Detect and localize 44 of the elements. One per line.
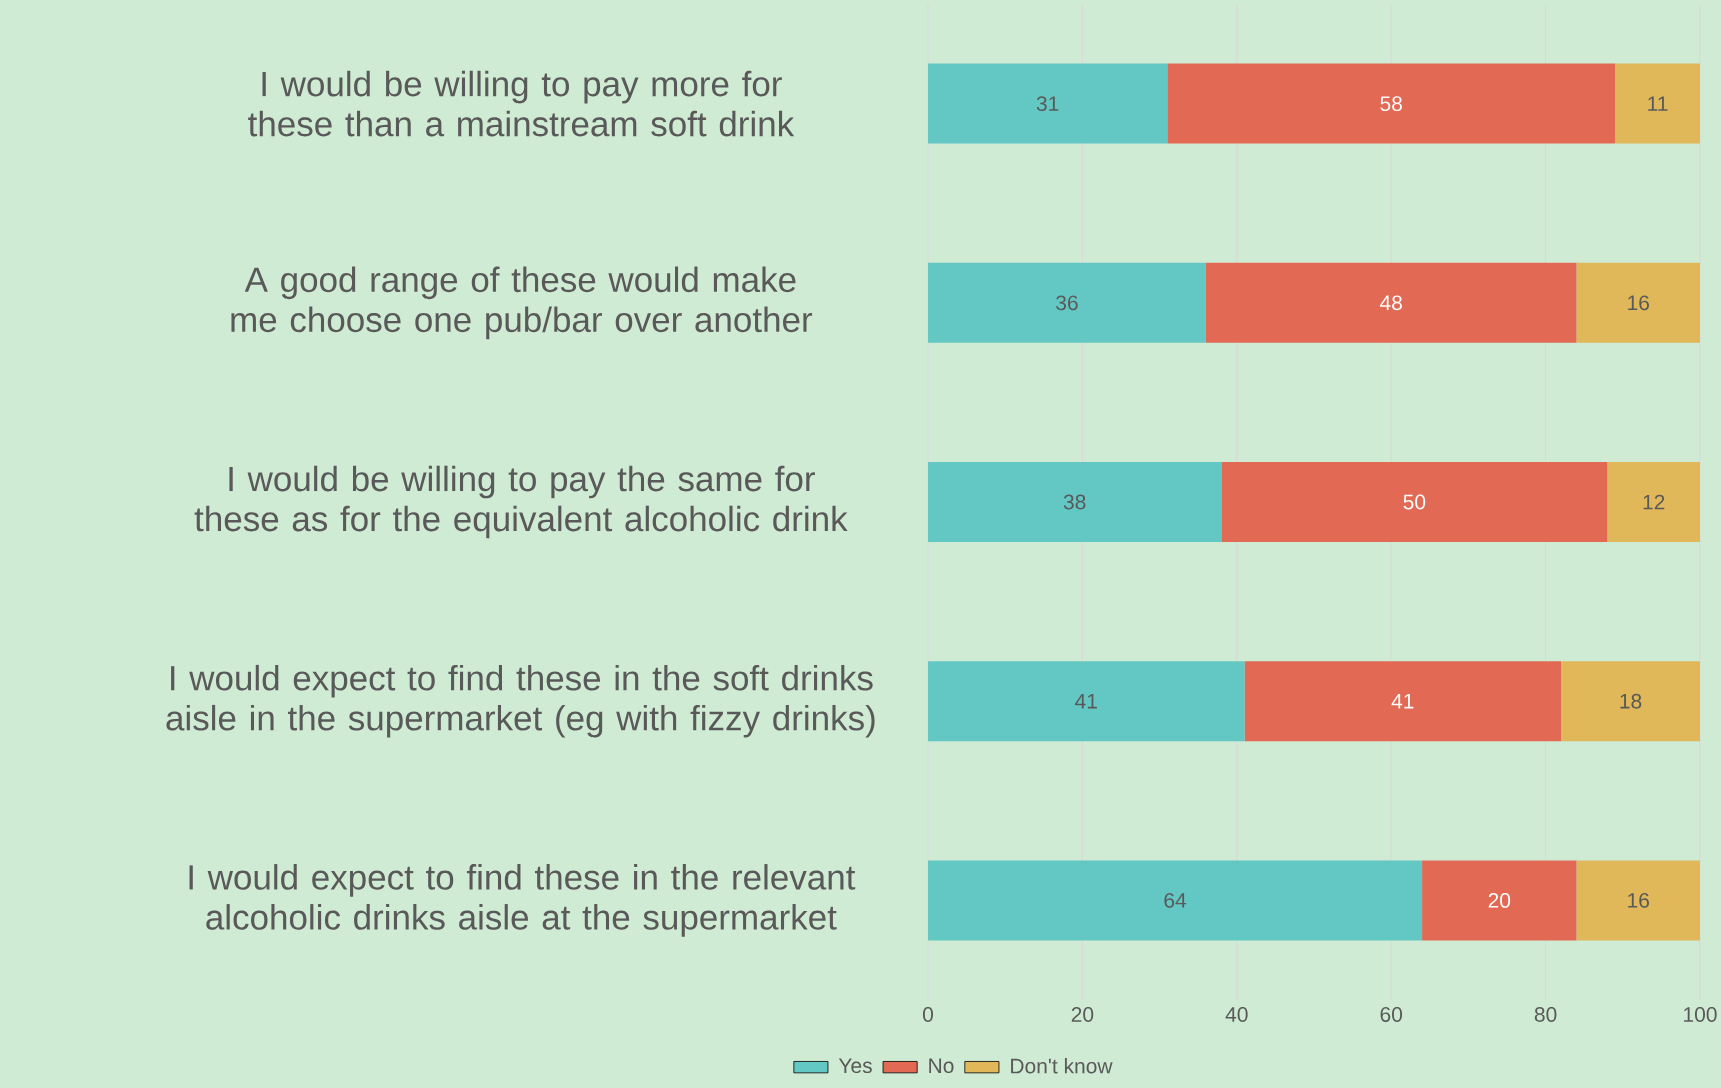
data-label: 12 bbox=[1643, 494, 1665, 510]
y-tick-label: I would be willing to pay more for these than a mainstream soft drink bbox=[248, 70, 795, 137]
bar bbox=[927, 860, 1423, 941]
bar bbox=[1167, 63, 1616, 144]
legend-label: Don't know bbox=[1011, 1058, 1113, 1074]
data-label: 64 bbox=[1164, 892, 1187, 908]
legend-label: Yes bbox=[838, 1058, 872, 1074]
data-label: 18 bbox=[1620, 693, 1642, 709]
data-label: 11 bbox=[1648, 96, 1668, 111]
data-label: 36 bbox=[1056, 295, 1078, 311]
bar bbox=[1221, 462, 1608, 543]
y-tick-label: I would expect to find these in the soft drinks aisle in the supermarket (eg with fizzy drinks) bbox=[166, 664, 875, 738]
bar bbox=[927, 63, 1168, 144]
y-tick-label: A good range of these would make me choose one pub/bar over another bbox=[231, 266, 813, 340]
x-tick-label: 0 bbox=[922, 1007, 934, 1022]
bar bbox=[927, 462, 1222, 543]
data-label: 48 bbox=[1379, 295, 1402, 311]
data-label: 31 bbox=[1036, 96, 1059, 112]
x-tick-label: 100 bbox=[1684, 1007, 1717, 1022]
bar bbox=[1205, 262, 1577, 343]
data-label: 50 bbox=[1403, 494, 1426, 510]
y-tick-label: I would be willing to pay the same for these as for the equivalent alcoholic drink bbox=[194, 465, 848, 539]
data-label: 16 bbox=[1628, 295, 1649, 311]
bar bbox=[1607, 462, 1700, 543]
bar bbox=[1561, 661, 1700, 742]
data-label: 20 bbox=[1488, 892, 1511, 908]
data-label: 41 bbox=[1075, 693, 1097, 709]
legend-label: No bbox=[929, 1058, 954, 1074]
x-tick-label: 40 bbox=[1225, 1007, 1248, 1022]
data-label: 41 bbox=[1391, 693, 1414, 709]
bar bbox=[927, 661, 1245, 742]
y-tick-label: I would expect to find these in the relevant alcoholic drinks aisle at the supermarket bbox=[189, 864, 856, 937]
x-tick-label: 80 bbox=[1534, 1007, 1557, 1022]
data-label: 58 bbox=[1380, 96, 1402, 112]
bar bbox=[1244, 661, 1562, 742]
bar bbox=[1615, 63, 1700, 144]
x-tick-label: 20 bbox=[1071, 1007, 1094, 1022]
data-label: 16 bbox=[1628, 892, 1649, 908]
bar bbox=[1576, 262, 1700, 343]
bar bbox=[927, 262, 1206, 343]
x-tick-label: 60 bbox=[1380, 1007, 1403, 1022]
bar bbox=[1576, 860, 1700, 941]
bar bbox=[1422, 860, 1577, 941]
data-label: 38 bbox=[1063, 494, 1086, 510]
